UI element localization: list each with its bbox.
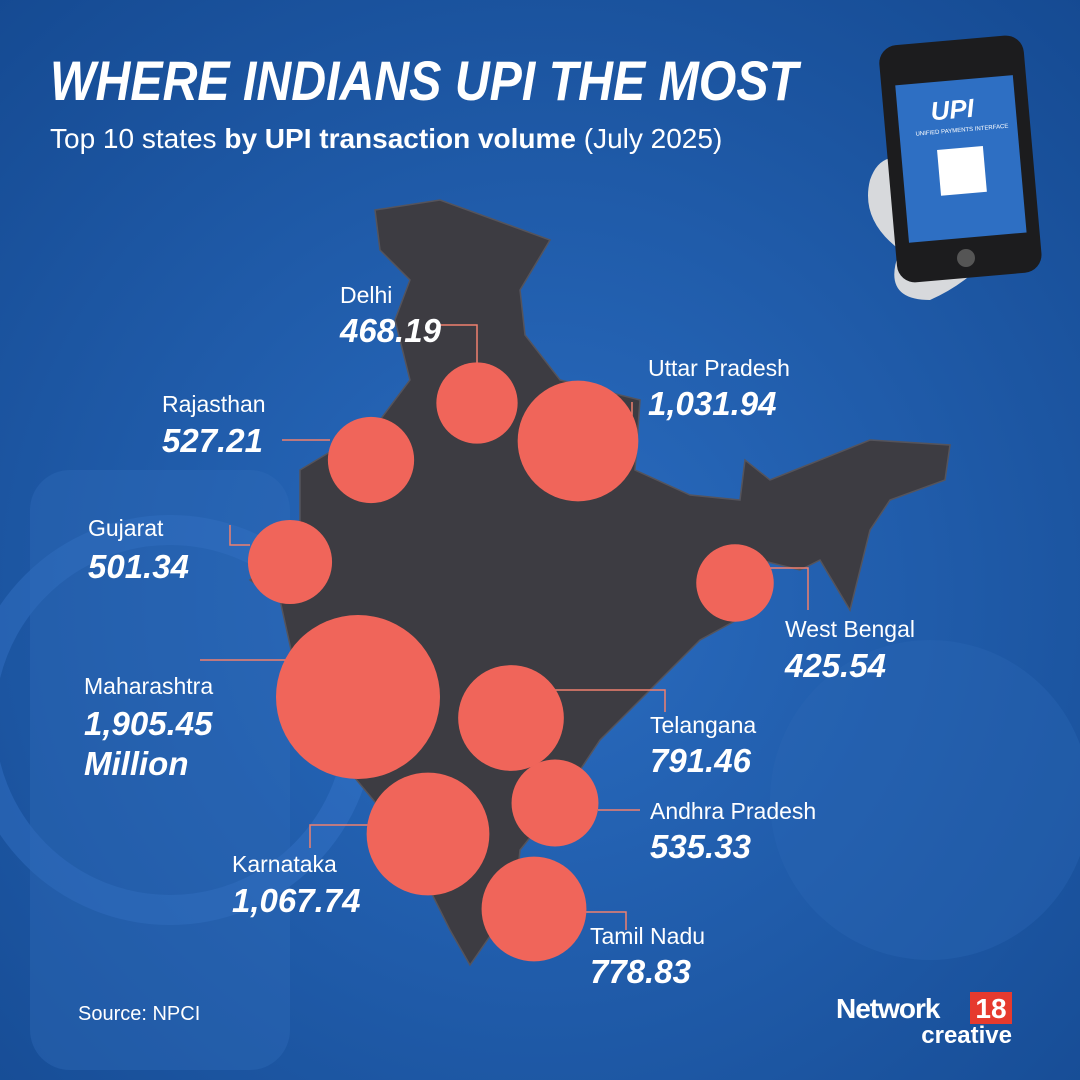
state-bubble <box>366 772 490 896</box>
subtitle-lead: Top 10 states <box>50 123 217 154</box>
subtitle: Top 10 states by UPI transaction volume … <box>50 123 722 154</box>
state-bubble <box>481 856 587 962</box>
state-value: 425.54 <box>784 647 886 684</box>
state-name: Andhra Pradesh <box>650 798 816 824</box>
state-value: 1,067.74 <box>232 882 360 919</box>
subtitle-bold: by UPI transaction volume <box>224 123 576 154</box>
bg-decor <box>30 470 290 1070</box>
state-name: Karnataka <box>232 851 337 877</box>
state-name: Telangana <box>650 712 756 738</box>
source: Source: NPCI <box>78 1003 200 1025</box>
state-bubble <box>696 544 774 622</box>
leader-line <box>309 824 370 848</box>
upi-logo: UPI <box>929 93 976 127</box>
state-value: 535.33 <box>650 828 751 865</box>
unit-label: Million <box>84 745 188 782</box>
state-bubble <box>327 416 415 504</box>
state-name: Rajasthan <box>162 391 266 417</box>
state-bubble <box>511 759 599 847</box>
leader-line <box>511 689 666 712</box>
leader-line <box>440 324 478 365</box>
state-name: Tamil Nadu <box>590 923 705 949</box>
state-value: 791.46 <box>650 742 752 779</box>
bubbles: Delhi 468.19 Uttar Pradesh 1,031.94 Rajastha… <box>84 282 915 990</box>
title: WHERE INDIANS UPI THE MOST <box>50 49 802 112</box>
state-value: 501.34 <box>88 548 189 585</box>
state-name: Delhi <box>340 282 392 308</box>
state-bubble <box>458 665 564 771</box>
state-name: West Bengal <box>785 616 915 642</box>
state-bubble <box>247 519 333 605</box>
state-name: Uttar Pradesh <box>648 355 790 381</box>
state-bubble <box>436 362 518 444</box>
state-name: Gujarat <box>88 515 164 541</box>
brand-sub: creative <box>921 1022 1012 1049</box>
state-value: 1,031.94 <box>648 385 776 422</box>
state-value: 778.83 <box>590 953 691 990</box>
subtitle-tail: (July 2025) <box>584 123 723 154</box>
state-bubble <box>276 615 440 779</box>
state-value: 1,905.45 <box>84 705 213 742</box>
brand: Network <box>836 993 941 1024</box>
state-value: 527.21 <box>162 422 263 459</box>
leader-line <box>585 911 627 930</box>
bg-decor <box>770 640 1080 960</box>
state-name: Maharashtra <box>84 673 213 699</box>
phone-icon: UPI UNIFIED PAYMENTS INTERFACE <box>868 35 1042 300</box>
state-value: 468.19 <box>339 312 442 349</box>
brand-number: 18 <box>975 993 1006 1024</box>
leader-line <box>229 525 250 546</box>
brand-box <box>970 992 1012 1024</box>
state-bubble <box>517 380 639 502</box>
